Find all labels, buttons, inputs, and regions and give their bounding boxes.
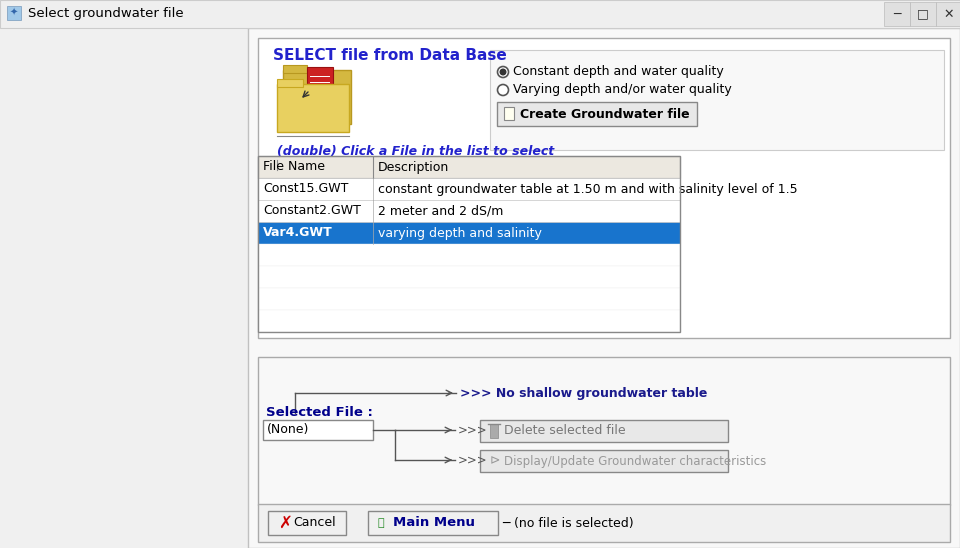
Bar [7, 6, 21, 20]
Bar [258, 156, 680, 332]
Bar [0, 0, 960, 28]
Bar [884, 2, 910, 26]
FancyBboxPatch shape [283, 70, 351, 124]
Bar [258, 310, 680, 332]
Bar [504, 107, 514, 120]
Bar [258, 156, 680, 178]
Bar [258, 504, 950, 542]
Bar [936, 2, 960, 26]
Text: SELECT file from Data Base: SELECT file from Data Base [274, 49, 507, 64]
Text: >>>: >>> [458, 454, 488, 466]
Circle shape [497, 66, 509, 77]
Text: varying depth and salinity: varying depth and salinity [378, 226, 541, 239]
Text: □: □ [917, 8, 929, 20]
Bar [258, 244, 680, 266]
Bar [368, 511, 498, 535]
Text: Constant depth and water quality: Constant depth and water quality [513, 66, 724, 78]
Text: constant groundwater table at 1.50 m and with salinity level of 1.5: constant groundwater table at 1.50 m and… [378, 182, 798, 196]
Text: ⊳: ⊳ [490, 454, 500, 467]
Text: Delete selected file: Delete selected file [504, 425, 626, 437]
Text: Var4.GWT: Var4.GWT [263, 226, 333, 239]
Text: Display/Update Groundwater characteristics: Display/Update Groundwater characteristi… [504, 454, 766, 467]
Bar [268, 511, 346, 535]
Text: >>>: >>> [458, 424, 488, 437]
Text: (None): (None) [267, 424, 309, 437]
Circle shape [497, 84, 509, 95]
Bar [910, 2, 936, 26]
Bar [258, 288, 680, 310]
Text: Main Menu: Main Menu [393, 517, 475, 529]
Text: Description: Description [378, 161, 449, 174]
Text: ✕: ✕ [944, 8, 954, 20]
Bar [258, 266, 680, 288]
Text: 2 meter and 2 dS/m: 2 meter and 2 dS/m [378, 204, 503, 218]
Bar [258, 200, 680, 222]
Text: Const15.GWT: Const15.GWT [263, 182, 348, 196]
Text: Varying depth and/or water quality: Varying depth and/or water quality [513, 83, 732, 96]
FancyBboxPatch shape [277, 84, 349, 132]
Text: ✦: ✦ [10, 8, 18, 18]
Text: ─: ─ [502, 517, 510, 529]
Text: ✗: ✗ [278, 514, 292, 532]
Bar [480, 420, 728, 442]
Bar [258, 357, 950, 505]
Text: (no file is selected): (no file is selected) [514, 517, 634, 529]
Bar [258, 178, 680, 200]
Bar [258, 222, 680, 244]
Text: 📋: 📋 [378, 518, 385, 528]
Bar [258, 38, 950, 338]
Bar [263, 420, 373, 440]
Text: File Name: File Name [263, 161, 325, 174]
Text: ─: ─ [893, 8, 900, 20]
Bar [480, 450, 728, 472]
FancyBboxPatch shape [283, 65, 307, 73]
Bar [490, 424, 498, 438]
Text: >>> No shallow groundwater table: >>> No shallow groundwater table [460, 386, 708, 399]
Text: Constant2.GWT: Constant2.GWT [263, 204, 361, 218]
FancyBboxPatch shape [307, 67, 333, 107]
Bar [497, 102, 697, 126]
Bar [490, 50, 944, 150]
Bar [248, 28, 960, 548]
Text: (double) Click a File in the list to select: (double) Click a File in the list to sel… [277, 146, 554, 158]
Text: Select groundwater file: Select groundwater file [28, 8, 183, 20]
Text: Cancel: Cancel [293, 517, 336, 529]
Text: Create Groundwater file: Create Groundwater file [520, 107, 689, 121]
Text: Selected File :: Selected File : [266, 407, 372, 420]
FancyBboxPatch shape [277, 79, 303, 87]
Circle shape [500, 69, 506, 75]
